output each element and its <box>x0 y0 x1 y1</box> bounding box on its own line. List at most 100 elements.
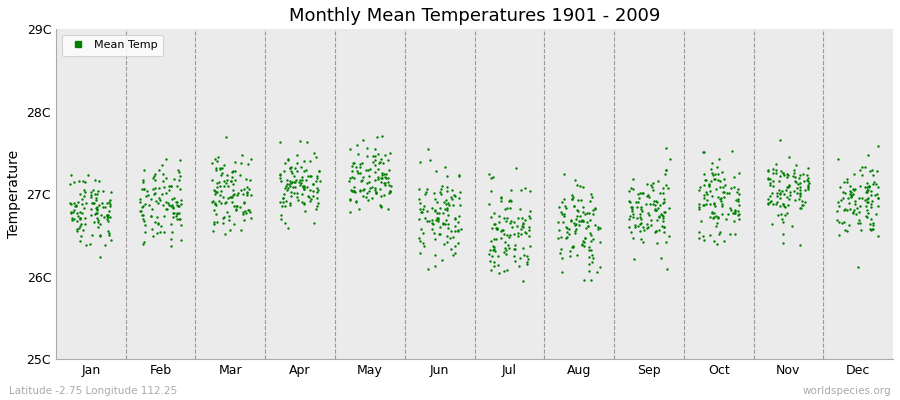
Point <box>374 159 388 166</box>
Point <box>343 197 357 203</box>
Point <box>296 168 310 174</box>
Point <box>790 190 805 196</box>
Point <box>870 233 885 239</box>
Point <box>154 222 168 229</box>
Point <box>222 226 237 233</box>
Point <box>440 212 454 218</box>
Point <box>281 157 295 163</box>
Point <box>347 175 362 181</box>
Point <box>719 216 733 222</box>
Point <box>507 219 521 225</box>
Point <box>657 170 671 177</box>
Point <box>158 175 173 181</box>
Point <box>229 207 243 213</box>
Point <box>659 167 673 173</box>
Point <box>645 184 660 190</box>
Point <box>568 176 582 183</box>
Point <box>152 166 166 173</box>
Point <box>502 220 517 226</box>
Point <box>496 227 510 233</box>
Point <box>840 176 854 182</box>
Point <box>279 198 293 204</box>
Point <box>628 222 643 228</box>
Point <box>381 175 395 182</box>
Point <box>347 188 362 194</box>
Point <box>74 220 88 227</box>
Point <box>217 178 231 185</box>
Point <box>800 175 814 182</box>
Point <box>425 205 439 211</box>
Point <box>104 201 118 208</box>
Point <box>90 204 104 211</box>
Point <box>778 212 792 218</box>
Point <box>104 189 118 196</box>
Point <box>374 193 389 200</box>
Point <box>721 211 735 218</box>
Point <box>572 182 587 189</box>
Point <box>774 216 788 222</box>
Point <box>164 202 178 209</box>
Point <box>428 196 442 202</box>
Point <box>621 198 635 204</box>
Point <box>593 264 608 270</box>
Point <box>91 188 105 194</box>
Point <box>236 209 250 216</box>
Point <box>215 164 230 171</box>
Point <box>634 206 648 212</box>
Point <box>866 220 880 226</box>
Point <box>205 160 220 166</box>
Point <box>371 174 385 180</box>
Point <box>164 220 178 227</box>
Point <box>230 192 245 198</box>
Point <box>63 209 77 215</box>
Point <box>210 158 224 164</box>
Point <box>487 236 501 242</box>
Point <box>566 243 580 249</box>
Point <box>92 178 106 184</box>
Point <box>491 262 505 268</box>
Y-axis label: Temperature: Temperature <box>7 150 21 238</box>
Point <box>240 184 255 190</box>
Point <box>412 186 427 192</box>
Point <box>654 211 669 218</box>
Point <box>787 169 801 176</box>
Point <box>860 184 874 191</box>
Point <box>371 150 385 157</box>
Point <box>274 216 288 222</box>
Point <box>704 178 718 184</box>
Point <box>843 194 858 201</box>
Point <box>649 228 663 234</box>
Point <box>697 192 711 198</box>
Point <box>95 188 110 194</box>
Point <box>73 191 87 197</box>
Point <box>788 162 803 169</box>
Point <box>207 207 221 213</box>
Point <box>869 181 884 188</box>
Point <box>860 210 875 216</box>
Point <box>846 209 860 216</box>
Point <box>837 179 851 185</box>
Point <box>631 199 645 206</box>
Point <box>280 177 294 184</box>
Point <box>412 216 427 222</box>
Point <box>503 205 517 211</box>
Point <box>297 158 311 165</box>
Point <box>692 229 706 236</box>
Point <box>439 201 454 208</box>
Point <box>222 213 237 220</box>
Point <box>273 139 287 146</box>
Point <box>778 190 792 197</box>
Point <box>760 200 775 206</box>
Point <box>727 174 742 181</box>
Point <box>731 186 745 192</box>
Point <box>732 216 746 222</box>
Point <box>518 185 532 191</box>
Point <box>633 190 647 196</box>
Point <box>275 198 290 205</box>
Point <box>584 276 598 283</box>
Point <box>369 190 383 197</box>
Point <box>302 158 317 165</box>
Point <box>728 230 742 237</box>
Point <box>300 139 314 145</box>
Point <box>771 187 786 193</box>
